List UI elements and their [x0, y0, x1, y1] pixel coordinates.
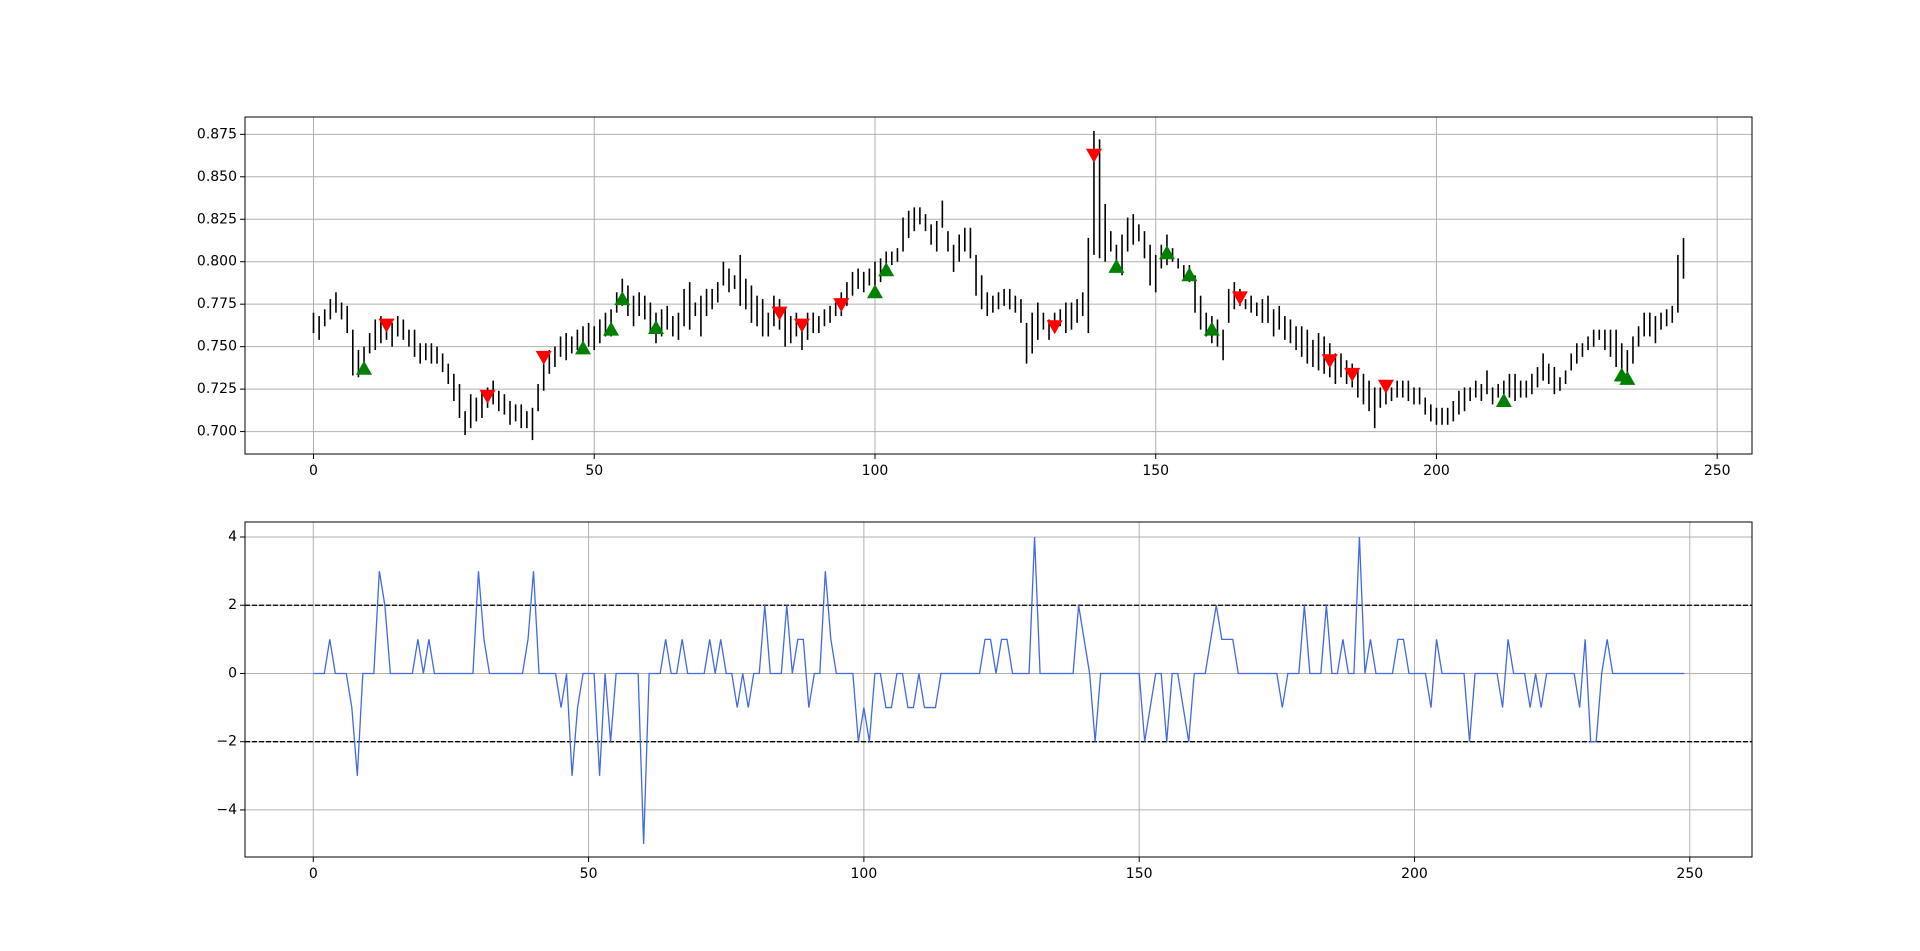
y-tick-label: −4 [216, 802, 237, 818]
sell-signal [1231, 291, 1248, 306]
buy-signal [1108, 258, 1125, 273]
sell-signal [1046, 320, 1063, 335]
sell-signal [1085, 148, 1102, 163]
y-tick-label: 0.700 [197, 424, 237, 440]
y-tick-label: 0.725 [197, 381, 237, 397]
buy-signal [1619, 370, 1636, 385]
buy-signal [603, 321, 620, 336]
plot-area [245, 117, 1752, 454]
sell-signal [535, 350, 552, 365]
sell-signal [793, 318, 810, 333]
y-tick-label: 0.800 [197, 254, 237, 270]
buy-signal [1158, 245, 1175, 260]
y-tick-label: 0 [228, 665, 237, 681]
x-tick-label: 50 [585, 463, 603, 479]
x-tick-label: 50 [580, 866, 598, 882]
x-tick-label: 0 [309, 463, 318, 479]
signal-line [313, 536, 1685, 845]
x-tick-label: 150 [1142, 463, 1169, 479]
x-tick-label: 0 [309, 866, 318, 882]
x-tick-label: 200 [1423, 463, 1450, 479]
x-tick-label: 100 [862, 463, 889, 479]
y-tick-label: 0.875 [197, 126, 237, 142]
buy-signal [356, 360, 373, 375]
y-tick-label: 0.750 [197, 339, 237, 355]
buy-signal [866, 284, 883, 299]
sell-signal [833, 298, 850, 313]
sell-signal [1344, 367, 1361, 382]
y-tick-label: 0.775 [197, 296, 237, 312]
buy-signal [878, 262, 895, 277]
x-tick-label: 250 [1704, 463, 1731, 479]
y-tick-label: 0.850 [197, 169, 237, 185]
sell-signal [771, 306, 788, 321]
buy-signal [1203, 321, 1220, 336]
sell-signal [479, 389, 496, 404]
buy-signal [614, 291, 631, 306]
buy-signal [648, 319, 664, 334]
y-tick-label: 0.825 [197, 211, 237, 227]
x-tick-label: 200 [1401, 866, 1428, 882]
sell-signal [378, 318, 395, 333]
sell-signal [1377, 379, 1394, 394]
x-tick-label: 250 [1676, 866, 1703, 882]
subplot: 0 50 100 150 200 250 −4 −2 0 2 4 [216, 521, 1753, 882]
plot-area [245, 522, 1752, 857]
sell-signal [1321, 354, 1338, 369]
x-tick-label: 150 [1126, 866, 1153, 882]
y-tick-label: 4 [228, 529, 237, 545]
axes-frame [244, 116, 1753, 455]
x-tick-label: 100 [851, 866, 878, 882]
axes-frame [244, 521, 1753, 858]
y-tick-label: −2 [216, 734, 237, 750]
y-tick-label: 2 [228, 597, 237, 613]
subplot: 0 50 100 150 200 250 0.700 0.725 0.750 0.775 0.800… [197, 116, 1753, 479]
buy-signal [575, 340, 592, 355]
buy-signal [1181, 267, 1198, 282]
buy-signal [1495, 393, 1512, 408]
